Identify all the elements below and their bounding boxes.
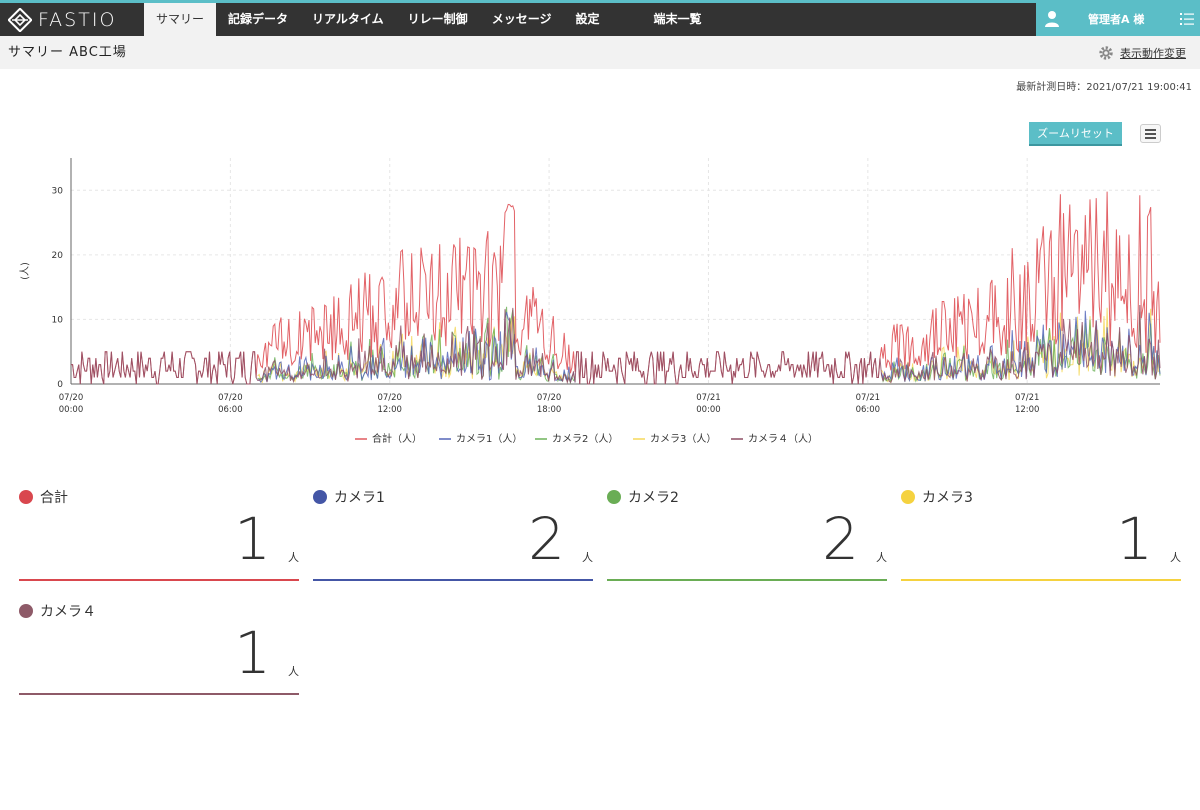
card-value: 1 xyxy=(1116,505,1153,573)
display-settings-label: 表示動作変更 xyxy=(1120,47,1186,60)
legend-label: カメラ2（人） xyxy=(552,433,618,445)
card-value: 1 xyxy=(234,619,271,687)
top-navigation-bar: FASTIO サマリー 記録データ リアルタイム リレー制御 メッセージ 設定 … xyxy=(0,0,1200,36)
card-name: カメラ1 xyxy=(334,490,385,506)
card-unit: 人 xyxy=(876,551,887,564)
y-tick-label: 10 xyxy=(52,315,64,325)
count-card-camera1: カメラ1 2 人 xyxy=(313,487,593,587)
card-value: 2 xyxy=(822,505,859,573)
nav-tab-messages[interactable]: メッセージ xyxy=(491,12,552,26)
card-name: 合計 xyxy=(40,490,68,506)
hamburger-icon[interactable] xyxy=(1140,124,1161,143)
x-tick-time: 06:00 xyxy=(856,405,881,415)
card-underline xyxy=(901,579,1181,581)
card-name: カメラ４ xyxy=(40,604,96,620)
card-value: 1 xyxy=(234,505,271,573)
card-underline xyxy=(313,579,593,581)
y-tick-label: 30 xyxy=(52,186,64,196)
card-header: 合計 xyxy=(19,487,68,507)
x-tick-date: 07/21 xyxy=(856,393,881,403)
nav-tab-relay-control[interactable]: リレー制御 xyxy=(407,12,468,26)
card-name: カメラ3 xyxy=(922,490,973,506)
y-tick-label: 20 xyxy=(52,251,64,261)
x-tick-date: 07/20 xyxy=(218,393,243,403)
x-tick-time: 06:00 xyxy=(218,405,243,415)
card-header: カメラ1 xyxy=(313,487,385,507)
chart-legend[interactable]: 合計（人） カメラ1（人） カメラ2（人） カメラ3（人） カメラ４（人） xyxy=(355,432,818,445)
card-underline xyxy=(607,579,887,581)
user-name: 管理者A 様 xyxy=(1088,13,1145,26)
chart-axes: 0 10 20 30 07/20 00:00 07/20 06:00 07/20 12:00 07/… xyxy=(19,158,1160,415)
card-name: カメラ2 xyxy=(628,490,679,506)
page-subheader: サマリー ABC工場 表示動作変更 xyxy=(0,36,1200,69)
zoom-reset-button[interactable]: ズームリセット xyxy=(1029,122,1122,146)
status-dot-icon xyxy=(19,604,33,618)
card-underline xyxy=(19,579,299,581)
page-title: サマリー ABC工場 xyxy=(8,45,127,60)
x-tick-date: 07/21 xyxy=(696,393,721,403)
status-dot-icon xyxy=(313,490,327,504)
x-tick-time: 00:00 xyxy=(59,405,84,415)
x-tick-time: 12:00 xyxy=(377,405,402,415)
card-header: カメラ４ xyxy=(19,601,96,621)
status-dot-icon xyxy=(19,490,33,504)
x-tick-time: 18:00 xyxy=(537,405,562,415)
legend-item-0[interactable]: 合計（人） xyxy=(355,432,422,445)
fastio-logo-icon xyxy=(8,8,32,32)
people-count-line-chart[interactable]: 0 10 20 30 07/20 00:00 07/20 06:00 07/20 12:00 07/… xyxy=(0,150,1200,455)
last-measured-timestamp: 最新計測日時：2021/07/21 19:00:41 xyxy=(1016,82,1192,93)
chart-series xyxy=(71,191,1161,385)
count-card-camera3: カメラ3 1 人 xyxy=(901,487,1181,587)
card-header: カメラ2 xyxy=(607,487,679,507)
card-underline xyxy=(19,693,299,695)
y-tick-label: 0 xyxy=(57,380,63,390)
x-tick-time: 00:00 xyxy=(696,405,721,415)
card-unit: 人 xyxy=(288,551,299,564)
nav-tab-device-list[interactable]: 端末一覧 xyxy=(653,12,702,26)
list-menu-icon[interactable] xyxy=(1180,12,1194,26)
main-nav: サマリー 記録データ リアルタイム リレー制御 メッセージ 設定 端末一覧 xyxy=(144,3,713,36)
x-tick-time: 12:00 xyxy=(1015,405,1040,415)
legend-item-4[interactable]: カメラ４（人） xyxy=(731,433,818,445)
legend-item-3[interactable]: カメラ3（人） xyxy=(633,433,716,445)
series-line-0 xyxy=(71,191,1161,385)
user-icon xyxy=(1045,11,1059,27)
series-line-4 xyxy=(71,304,1161,385)
x-tick-date: 07/21 xyxy=(1015,393,1040,403)
card-unit: 人 xyxy=(288,665,299,678)
count-card-camera2: カメラ2 2 人 xyxy=(607,487,887,587)
legend-label: カメラ４（人） xyxy=(748,433,818,445)
status-dot-icon xyxy=(901,490,915,504)
x-tick-date: 07/20 xyxy=(537,393,562,403)
legend-label: カメラ1（人） xyxy=(456,433,522,445)
nav-tab-settings[interactable]: 設定 xyxy=(575,12,600,26)
legend-item-2[interactable]: カメラ2（人） xyxy=(535,433,618,445)
card-header: カメラ3 xyxy=(901,487,973,507)
legend-item-1[interactable]: カメラ1（人） xyxy=(439,433,522,445)
chart-grid xyxy=(70,158,1160,385)
nav-tab-summary[interactable]: サマリー xyxy=(144,3,217,36)
count-card-total: 合計 1 人 xyxy=(19,487,299,587)
app-logo[interactable]: FASTIO xyxy=(8,7,116,33)
card-value: 2 xyxy=(528,505,565,573)
display-settings-link[interactable]: 表示動作変更 xyxy=(1098,44,1186,62)
card-unit: 人 xyxy=(582,551,593,564)
legend-label: カメラ3（人） xyxy=(650,433,716,445)
user-menu[interactable]: 管理者A 様 xyxy=(1036,3,1200,36)
count-card-camera4: カメラ４ 1 人 xyxy=(19,601,299,701)
x-tick-date: 07/20 xyxy=(377,393,402,403)
nav-tab-records[interactable]: 記録データ xyxy=(228,12,289,26)
nav-tab-realtime[interactable]: リアルタイム xyxy=(312,12,384,26)
y-axis-label: (人) xyxy=(19,262,31,280)
gear-icon xyxy=(1099,46,1113,60)
logo-text: FASTIO xyxy=(38,9,117,31)
x-tick-date: 07/20 xyxy=(59,393,84,403)
legend-label: 合計（人） xyxy=(372,432,422,445)
card-unit: 人 xyxy=(1170,551,1181,564)
status-dot-icon xyxy=(607,490,621,504)
